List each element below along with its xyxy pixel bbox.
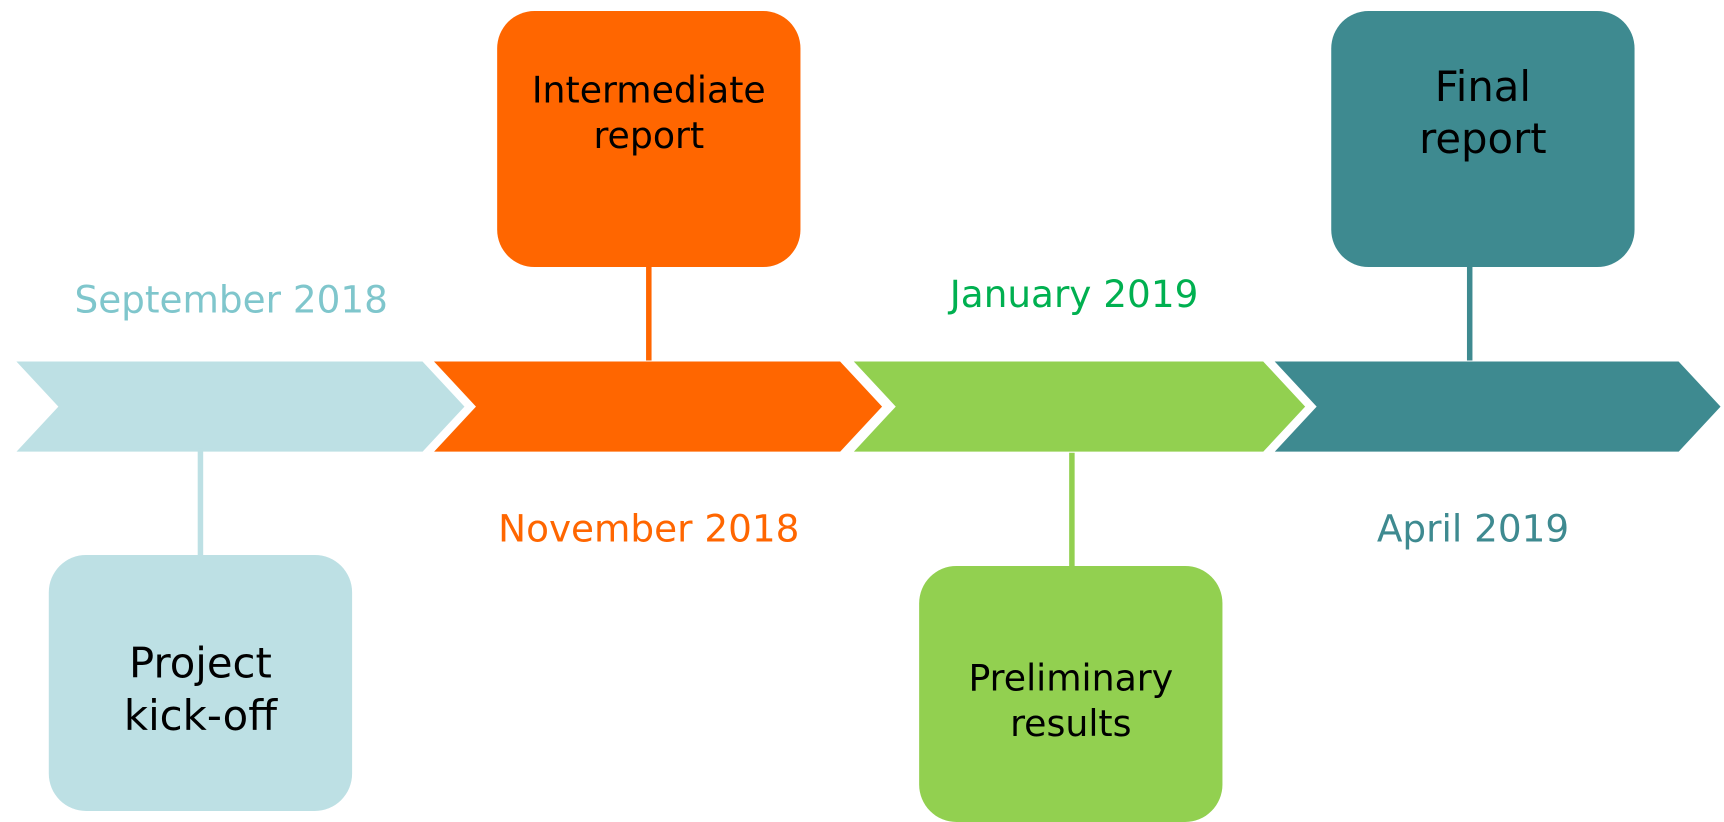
milestone-label: results (1010, 702, 1131, 745)
milestone-box (1331, 10, 1635, 268)
milestone-box (497, 10, 801, 268)
milestone-date: November 2018 (498, 506, 799, 550)
milestone-label: Project (129, 639, 272, 688)
milestone-label: report (593, 114, 704, 157)
chevron (843, 357, 1312, 457)
milestone-label: kick-off (124, 691, 278, 740)
milestone-label: Final (1435, 62, 1531, 111)
milestone-label: Preliminary (968, 657, 1173, 700)
milestone-label: Intermediate (532, 69, 766, 112)
chevron (6, 357, 471, 457)
milestone-date: April 2019 (1377, 506, 1569, 550)
chevron (1264, 357, 1724, 457)
milestone-date: January 2019 (948, 272, 1199, 316)
chevron (423, 357, 889, 457)
milestone-date: September 2018 (74, 278, 387, 322)
milestone-box (48, 554, 353, 812)
milestone-label: report (1419, 114, 1547, 163)
milestone-box (919, 565, 1223, 822)
